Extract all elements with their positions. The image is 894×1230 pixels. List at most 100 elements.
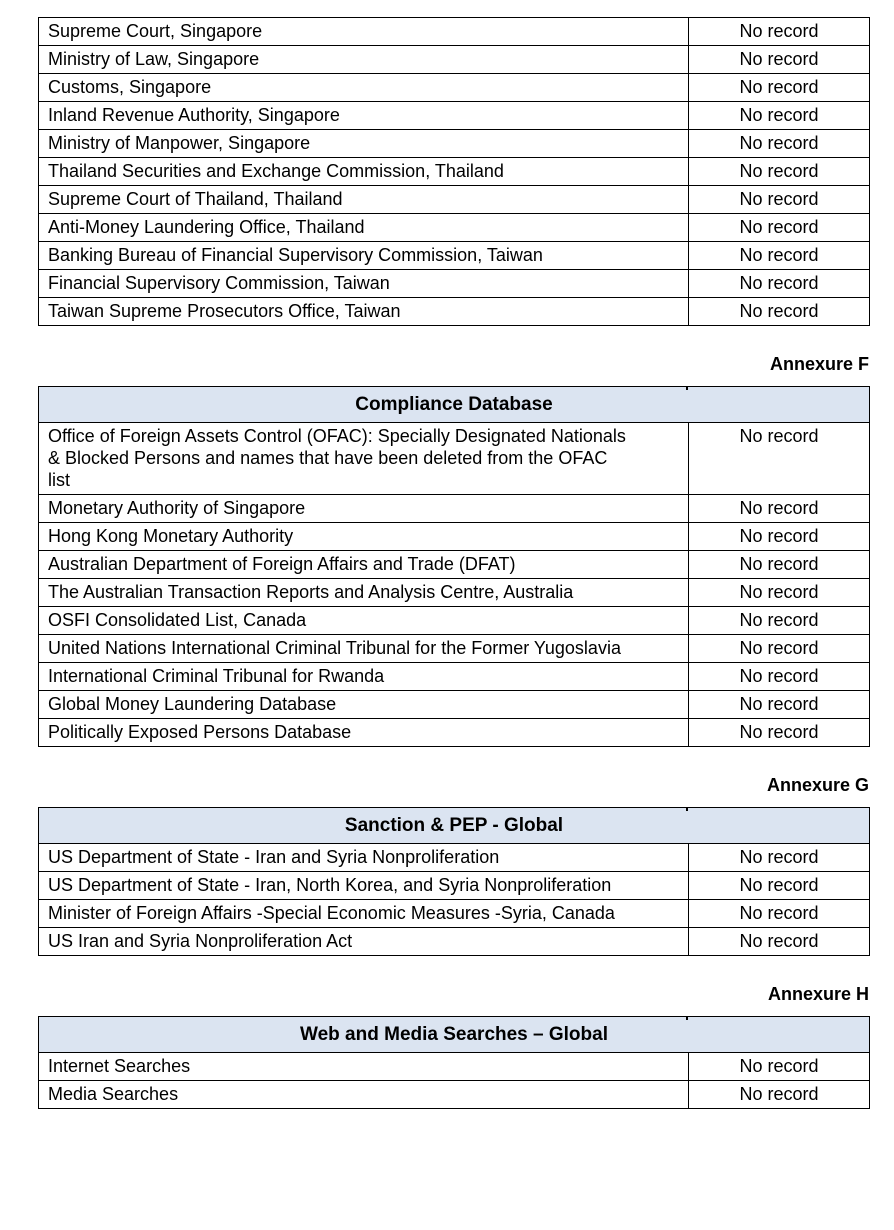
compliance-database-table: Compliance Database Office of Foreign As… (38, 386, 870, 747)
result-cell: No record (688, 269, 870, 298)
result-cell: No record (688, 871, 870, 900)
table-row: Hong Kong Monetary Authority No record (38, 522, 870, 551)
table-row: Inland Revenue Authority, Singapore No re… (38, 101, 870, 130)
source-cell: Anti-Money Laundering Office, Thailand (38, 213, 689, 242)
result-cell: No record (688, 241, 870, 270)
result-cell: No record (688, 899, 870, 928)
annexure-label-h: Annexure H (767, 984, 869, 1004)
sanction-pep-global-table: Sanction & PEP - Global US Department of… (38, 807, 870, 956)
result-cell: No record (688, 494, 870, 523)
result-cell: No record (688, 578, 870, 607)
table-row: The Australian Transaction Reports and A… (38, 578, 870, 607)
result-cell: No record (688, 550, 870, 579)
source-cell: US Iran and Syria Nonproliferation Act (38, 927, 689, 956)
result-cell: No record (688, 213, 870, 242)
source-cell: Financial Supervisory Commission, Taiwan (38, 269, 689, 298)
source-cell: Internet Searches (38, 1052, 689, 1081)
table-row: United Nations International Criminal Tr… (38, 634, 870, 663)
table-header-row: Compliance Database (38, 386, 870, 423)
source-cell: Ministry of Law, Singapore (38, 45, 689, 74)
table-row: Internet Searches No record (38, 1052, 871, 1081)
table-row: Supreme Court, Singapore No record (38, 17, 870, 46)
table-row: Politically Exposed Persons Database No r… (38, 718, 870, 747)
source-cell: Politically Exposed Persons Database (38, 718, 689, 747)
sanction-pep-global-table-body: US Department of State - Iran and Syria … (38, 843, 870, 956)
table-row: Ministry of Law, Singapore No record (38, 45, 870, 74)
result-cell: No record (687, 1080, 871, 1109)
source-cell: Thailand Securities and Exchange Commiss… (38, 157, 689, 186)
table-row: Taiwan Supreme Prosecutors Office, Taiwa… (38, 297, 870, 326)
table-row: Banking Bureau of Financial Supervisory … (38, 241, 870, 270)
web-media-searches-table: Web and Media Searches – Global Internet… (37, 1016, 871, 1109)
table-row: Customs, Singapore No record (38, 73, 870, 102)
table-row: International Criminal Tribunal for Rwan… (38, 662, 870, 691)
table-row: Australian Department of Foreign Affairs… (38, 550, 870, 579)
table-row: US Department of State - Iran, North Kor… (38, 871, 870, 900)
table-title: Compliance Database (38, 386, 870, 423)
table-row: US Department of State - Iran and Syria … (38, 843, 870, 872)
section-compliance-database: Annexure F Compliance Database Office of… (38, 354, 870, 747)
compliance-database-table-body: Office of Foreign Assets Control (OFAC):… (38, 422, 870, 747)
source-cell: Monetary Authority of Singapore (38, 494, 689, 523)
result-cell: No record (688, 129, 870, 158)
table-header-row: Web and Media Searches – Global (37, 1016, 871, 1053)
source-cell: Ministry of Manpower, Singapore (38, 129, 689, 158)
table-row: Minister of Foreign Affairs -Special Eco… (38, 899, 870, 928)
table-row: Financial Supervisory Commission, Taiwan… (38, 269, 870, 298)
annexure-label-f: Annexure F (769, 354, 869, 374)
result-cell: No record (688, 718, 870, 747)
source-cell: Hong Kong Monetary Authority (38, 522, 689, 551)
source-cell: Office of Foreign Assets Control (OFAC):… (38, 422, 689, 495)
section-web-media-searches: Annexure H Web and Media Searches – Glob… (37, 984, 871, 1109)
result-cell: No record (688, 843, 870, 872)
source-cell: Customs, Singapore (38, 73, 689, 102)
result-cell: No record (688, 101, 870, 130)
source-cell: International Criminal Tribunal for Rwan… (38, 662, 689, 691)
result-cell: No record (688, 634, 870, 663)
result-cell: No record (688, 606, 870, 635)
result-cell: No record (687, 1052, 871, 1081)
table-row: Monetary Authority of Singapore No record (38, 494, 870, 523)
document-page: Supreme Court, Singapore No record Ministr… (37, 17, 871, 1109)
table-row: Global Money Laundering Database No recor… (38, 690, 870, 719)
table-row: OSFI Consolidated List, Canada No record (38, 606, 870, 635)
source-cell: Media Searches (38, 1080, 689, 1109)
source-cell: Global Money Laundering Database (38, 690, 689, 719)
table-header-row: Sanction & PEP - Global (38, 807, 870, 844)
result-cell: No record (688, 927, 870, 956)
source-cell: Supreme Court, Singapore (38, 17, 689, 46)
result-cell: No record (688, 422, 870, 495)
source-cell: Taiwan Supreme Prosecutors Office, Taiwa… (38, 297, 689, 326)
source-cell: US Department of State - Iran, North Kor… (38, 871, 689, 900)
table-row: US Iran and Syria Nonproliferation Act No… (38, 927, 870, 956)
source-cell: US Department of State - Iran and Syria … (38, 843, 689, 872)
source-cell: The Australian Transaction Reports and A… (38, 578, 689, 607)
table-row: Ministry of Manpower, Singapore No record (38, 129, 870, 158)
result-cell: No record (688, 522, 870, 551)
result-cell: No record (688, 185, 870, 214)
result-cell: No record (688, 45, 870, 74)
table-row: Supreme Court of Thailand, Thailand No re… (38, 185, 870, 214)
result-cell: No record (688, 17, 870, 46)
table-title: Sanction & PEP - Global (38, 807, 870, 844)
table-row: Thailand Securities and Exchange Commiss… (38, 157, 870, 186)
source-cell: Banking Bureau of Financial Supervisory … (38, 241, 689, 270)
source-cell: Inland Revenue Authority, Singapore (38, 101, 689, 130)
jurisdiction-sources-table-body: Supreme Court, Singapore No record Ministr… (38, 17, 870, 326)
result-cell: No record (688, 157, 870, 186)
table-row: Anti-Money Laundering Office, Thailand No… (38, 213, 870, 242)
source-cell: Australian Department of Foreign Affairs… (38, 550, 689, 579)
source-cell: United Nations International Criminal Tr… (38, 634, 689, 663)
annexure-label-g: Annexure G (766, 775, 869, 795)
table-row: Media Searches No record (38, 1080, 871, 1109)
result-cell: No record (688, 297, 870, 326)
source-cell: OSFI Consolidated List, Canada (38, 606, 689, 635)
table-row: Office of Foreign Assets Control (OFAC):… (38, 422, 870, 495)
source-cell: Supreme Court of Thailand, Thailand (38, 185, 689, 214)
section-sanction-pep-global: Annexure G Sanction & PEP - Global US De… (38, 775, 870, 956)
result-cell: No record (688, 690, 870, 719)
result-cell: No record (688, 73, 870, 102)
table-title: Web and Media Searches – Global (37, 1016, 871, 1053)
result-cell: No record (688, 662, 870, 691)
source-cell: Minister of Foreign Affairs -Special Eco… (38, 899, 689, 928)
